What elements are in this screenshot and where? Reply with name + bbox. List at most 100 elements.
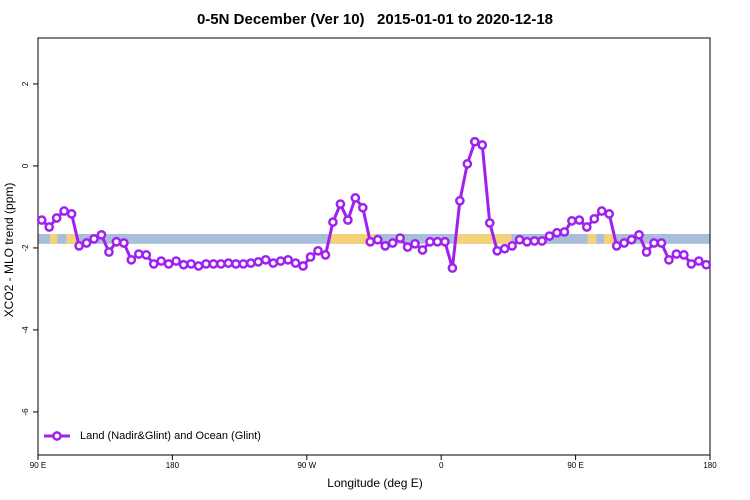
data-point — [119, 238, 129, 248]
data-point — [664, 254, 674, 265]
data-point — [537, 236, 547, 246]
data-point — [395, 233, 405, 243]
data-point — [44, 222, 55, 232]
data-point — [507, 241, 517, 251]
data-point — [641, 247, 652, 257]
data-point — [89, 234, 99, 244]
data-point — [425, 236, 435, 247]
data-point — [231, 259, 241, 269]
data-point — [589, 213, 600, 224]
data-point — [201, 259, 211, 269]
data-point — [387, 238, 398, 248]
data-point — [567, 216, 577, 226]
series-line — [40, 139, 707, 269]
chart-title: 0-5N December (Ver 10) 2015-01-01 to 202… — [197, 11, 553, 28]
data-point — [208, 259, 219, 269]
data-point — [529, 236, 540, 246]
x-tick-label: 180 — [166, 461, 180, 470]
data-point — [559, 227, 570, 237]
data-point — [328, 217, 338, 227]
data-point — [686, 259, 697, 269]
land-band — [49, 233, 58, 244]
data-point — [455, 195, 465, 206]
data-point — [298, 261, 308, 271]
x-tick-label: 90 W — [297, 461, 316, 470]
data-point — [626, 234, 637, 245]
data-point — [335, 199, 346, 209]
data-point — [66, 209, 77, 219]
data-point — [74, 241, 84, 251]
land-band — [66, 233, 79, 244]
data-point — [186, 259, 196, 269]
data-point — [440, 236, 450, 247]
x-tick-label: 90 E — [567, 461, 583, 470]
data-point — [410, 238, 420, 249]
data-point — [268, 258, 279, 268]
data-point — [245, 258, 256, 268]
data-point — [462, 159, 473, 169]
data-point — [320, 250, 331, 260]
data-point — [148, 259, 159, 269]
land-band — [330, 233, 376, 244]
x-tick-label: 180 — [703, 461, 717, 470]
data-point — [96, 229, 107, 240]
data-point — [133, 249, 144, 259]
data-point — [484, 218, 495, 228]
data-point — [701, 259, 712, 270]
data-point — [552, 227, 562, 238]
data-point — [141, 250, 152, 260]
data-point — [275, 256, 286, 266]
data-point — [178, 259, 189, 270]
legend-marker — [52, 431, 62, 441]
data-point — [380, 241, 391, 251]
data-point — [81, 238, 92, 248]
data-point — [163, 259, 174, 269]
data-point — [343, 215, 353, 225]
y-tick-label: -4 — [21, 326, 30, 334]
data-point — [544, 231, 555, 241]
land-band — [454, 233, 512, 244]
data-point — [156, 256, 167, 266]
y-tick-label: -2 — [21, 244, 30, 252]
data-point — [522, 236, 532, 247]
data-point — [477, 140, 488, 150]
data-point — [305, 252, 316, 262]
data-point — [238, 259, 249, 269]
y-tick-label: -6 — [21, 408, 30, 416]
data-point — [693, 256, 704, 266]
y-axis-label: XCO2 - MLO trend (ppm) — [2, 183, 16, 318]
data-point — [611, 241, 622, 251]
data-point — [59, 206, 69, 216]
plot-frame — [37, 37, 711, 456]
x-tick-label: 0 — [439, 461, 444, 470]
data-point — [372, 234, 383, 245]
data-point — [357, 202, 368, 213]
x-tick-label: 90 E — [30, 461, 46, 470]
data-point — [290, 258, 301, 268]
data-point — [499, 243, 510, 254]
data-point — [126, 254, 137, 265]
data-point — [634, 229, 644, 240]
data-point — [171, 256, 181, 266]
data-point — [193, 261, 204, 271]
data-point — [402, 242, 413, 252]
data-point — [216, 259, 226, 269]
data-point — [447, 263, 458, 273]
data-point — [604, 209, 615, 219]
data-point — [253, 257, 264, 267]
data-point — [679, 250, 689, 260]
land-band — [603, 233, 616, 244]
data-point — [111, 236, 122, 247]
data-point — [469, 136, 480, 147]
data-point — [514, 234, 525, 245]
data-point — [283, 254, 293, 265]
data-point — [51, 213, 62, 223]
data-point — [619, 238, 629, 248]
data-point — [581, 222, 592, 232]
data-point — [350, 193, 361, 203]
data-point — [432, 236, 443, 247]
y-tick-label: 2 — [21, 81, 30, 86]
data-point — [596, 206, 607, 216]
x-axis-label: Longitude (deg E) — [327, 476, 422, 490]
